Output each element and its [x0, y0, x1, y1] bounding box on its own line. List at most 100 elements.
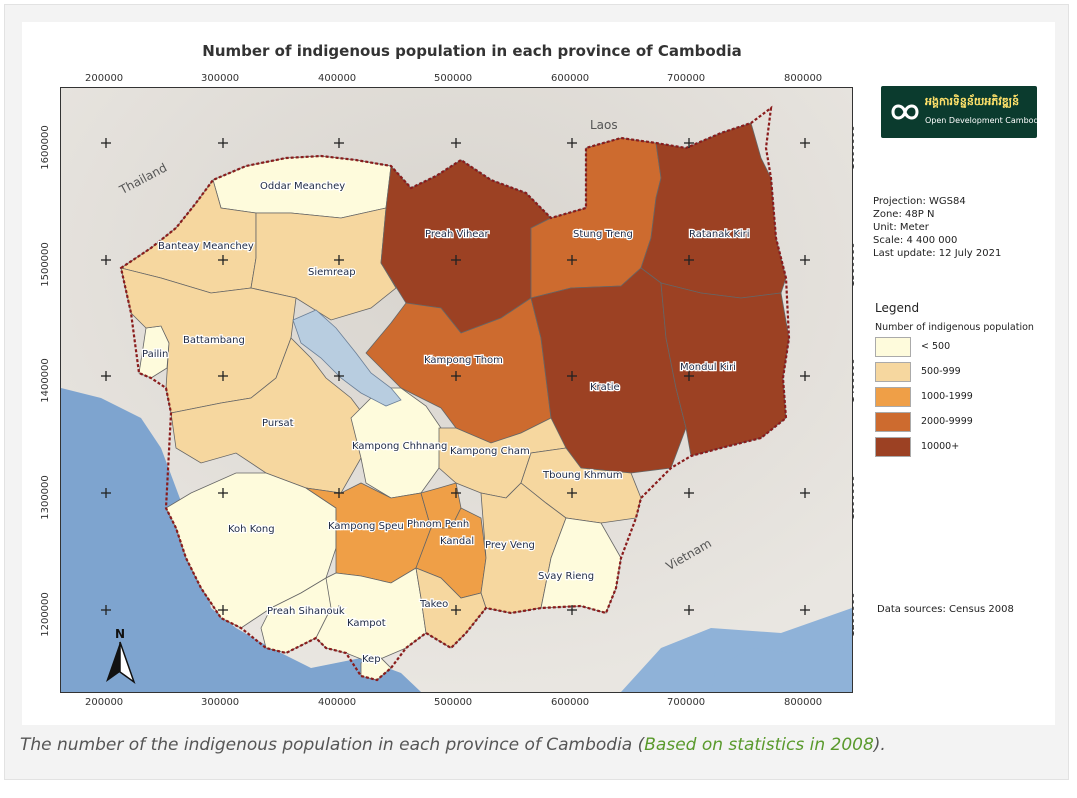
y-tick-left: 1300000 — [39, 475, 51, 520]
legend-item: 2000-9999 — [875, 412, 1045, 434]
x-tick-bottom: 300000 — [201, 697, 240, 708]
legend-subtitle: Number of indigenous population — [875, 322, 1034, 333]
north-arrow: N — [106, 627, 136, 684]
grid-cross — [101, 488, 111, 498]
x-tick-top: 200000 — [85, 73, 124, 84]
grid-cross — [101, 138, 111, 148]
grid-cross — [684, 138, 694, 148]
x-tick-top: 800000 — [784, 73, 823, 84]
grid-cross — [101, 255, 111, 265]
legend-item: 10000+ — [875, 437, 1045, 459]
legend-label: 1000-1999 — [921, 391, 973, 402]
province-mondul-kiri[interactable] — [660, 282, 790, 457]
grid-cross — [684, 488, 694, 498]
gulf-of-thailand — [61, 388, 421, 692]
grid-cross — [451, 371, 461, 381]
grid-cross — [451, 255, 461, 265]
odc-logo: អង្គការទិន្នន័យអភិវឌ្ឍន៍ Open Developmen… — [881, 86, 1046, 138]
grid-cross — [451, 138, 461, 148]
province-label: Prey Veng — [485, 540, 535, 551]
grid-cross — [800, 605, 810, 615]
map-svg — [61, 88, 852, 692]
grid-cross — [800, 371, 810, 381]
y-tick-left: 1500000 — [39, 242, 51, 287]
caption-end: ). — [873, 735, 886, 755]
x-tick-bottom: 400000 — [318, 697, 357, 708]
grid-cross — [334, 138, 344, 148]
north-label: N — [115, 627, 125, 641]
province-label: Kampong Thom — [424, 355, 503, 366]
legend-label: < 500 — [921, 341, 951, 352]
grid-cross — [567, 138, 577, 148]
grid-cross — [451, 605, 461, 615]
x-tick-top: 300000 — [201, 73, 240, 84]
infinity-icon — [891, 104, 919, 120]
y-tick-left: 1200000 — [39, 592, 51, 637]
province-label: Ratanak Kiri — [689, 229, 750, 240]
x-tick-bottom: 600000 — [551, 697, 590, 708]
province-label: Oddar Meanchey — [260, 181, 345, 192]
country-label-laos: Laos — [590, 118, 618, 132]
caption-text: The number of the indigenous population … — [20, 735, 645, 755]
last-update-text: Last update: 12 July 2021 — [873, 248, 1002, 259]
legend-swatch — [875, 337, 911, 357]
legend-swatch — [875, 412, 911, 432]
x-tick-bottom: 500000 — [434, 697, 473, 708]
grid-cross — [567, 255, 577, 265]
province-label: Koh Kong — [228, 524, 275, 535]
legend-swatch — [875, 387, 911, 407]
legend-item: 500-999 — [875, 362, 1045, 384]
legend-title: Legend — [875, 301, 920, 315]
legend-item: < 500 — [875, 337, 1045, 359]
country-label-thailand: Thailand — [116, 160, 169, 197]
grid-cross — [684, 371, 694, 381]
map-title: Number of indigenous population in each … — [202, 42, 742, 60]
tonle-sap-lake — [292, 309, 402, 407]
logo-name: Open Development Cambodia — [925, 116, 1046, 125]
province-label: Kampong Cham — [450, 446, 530, 457]
legend-swatch — [875, 362, 911, 382]
zone-text: Zone: 48P N — [873, 209, 935, 220]
grid-cross — [101, 605, 111, 615]
national-boundary — [119, 105, 791, 682]
province-label: Svay Rieng — [538, 571, 594, 582]
projection-text: Projection: WGS84 — [873, 196, 966, 207]
province-label: Takeo — [419, 599, 448, 610]
map-panel: Number of indigenous population in each … — [22, 22, 1055, 725]
grid-cross — [567, 605, 577, 615]
grid-cross — [218, 138, 228, 148]
grid-cross — [334, 488, 344, 498]
legend-label: 2000-9999 — [921, 416, 973, 427]
grid-cross — [567, 488, 577, 498]
map-info: Projection: WGS84 Zone: 48P N Unit: Mete… — [873, 195, 1001, 260]
province-siemreap[interactable] — [250, 207, 397, 321]
grid-cross — [218, 605, 228, 615]
province-label: Kep — [362, 654, 381, 665]
map-frame — [60, 87, 853, 693]
grid-cross — [684, 605, 694, 615]
logo-khmer-name: អង្គការទិន្នន័យអភិវឌ្ឍន៍ — [925, 95, 1020, 108]
province-label: Tboung Khmum — [542, 470, 623, 481]
caption-link[interactable]: Based on statistics in 2008 — [644, 735, 874, 755]
country-label-vietnam: Vietnam — [664, 536, 714, 573]
province-label: Kampong Speu — [328, 521, 404, 532]
grid-cross — [218, 371, 228, 381]
grid-cross — [800, 255, 810, 265]
grid-cross — [451, 488, 461, 498]
grid-cross — [218, 255, 228, 265]
grid-cross — [684, 255, 694, 265]
figure: Number of indigenous population in each … — [4, 4, 1069, 780]
grid-cross — [334, 371, 344, 381]
figure-caption: The number of the indigenous population … — [20, 735, 886, 755]
province-label: Phnom Penh — [407, 519, 469, 530]
x-tick-top: 400000 — [318, 73, 357, 84]
province-label: Kampong Chhnang — [352, 441, 447, 452]
province-label: Kratie — [590, 382, 620, 393]
grid-cross — [567, 371, 577, 381]
grid-cross — [101, 371, 111, 381]
province-label: Pailin — [142, 349, 168, 360]
province-label: Kampot — [347, 618, 386, 629]
x-tick-top: 700000 — [667, 73, 706, 84]
grid-cross — [800, 138, 810, 148]
province-label: Siemreap — [308, 267, 356, 278]
